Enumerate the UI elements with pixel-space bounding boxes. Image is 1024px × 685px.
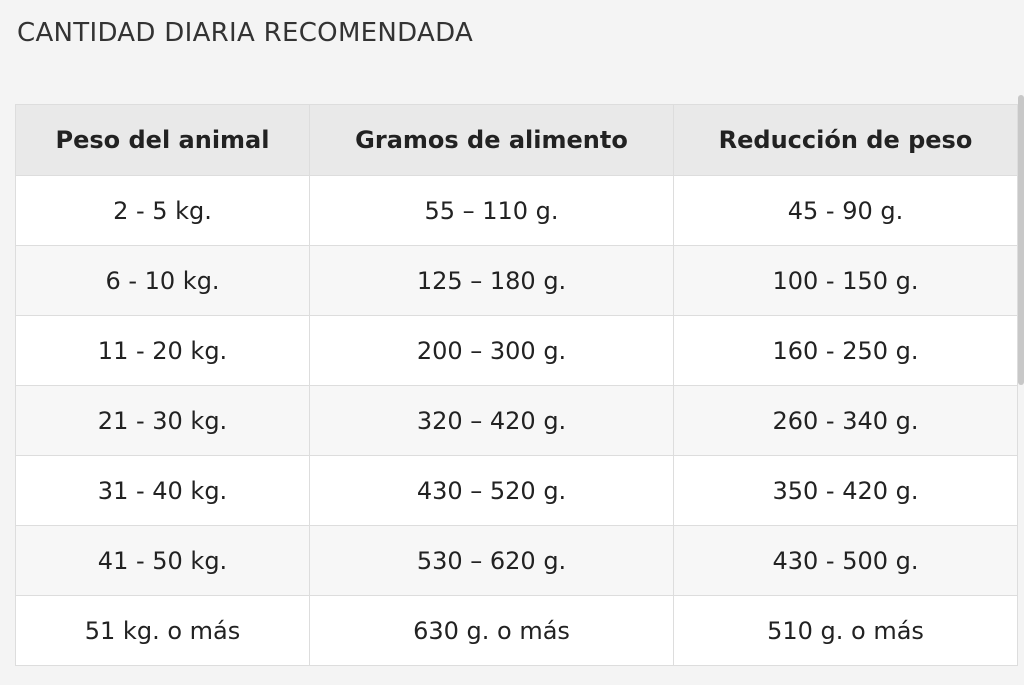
page-title: CANTIDAD DIARIA RECOMENDADA: [17, 18, 474, 48]
table-cell: 100 - 150 g.: [673, 245, 1018, 316]
table-cell: 125 – 180 g.: [309, 245, 674, 316]
table-row: 41 - 50 kg. 530 – 620 g. 430 - 500 g.: [15, 525, 1018, 596]
table-cell: 11 - 20 kg.: [15, 315, 310, 386]
header-row: Peso del animal Gramos de alimento Reducci…: [15, 104, 1018, 176]
table-cell: 45 - 90 g.: [673, 175, 1018, 246]
table-cell: 200 – 300 g.: [309, 315, 674, 386]
table-cell: 430 – 520 g.: [309, 455, 674, 526]
column-header: Reducción de peso: [673, 104, 1018, 176]
table-row: 21 - 30 kg. 320 – 420 g. 260 - 340 g.: [15, 385, 1018, 456]
table-row: 31 - 40 kg. 430 – 520 g. 350 - 420 g.: [15, 455, 1018, 526]
table-cell: 350 - 420 g.: [673, 455, 1018, 526]
table-row: 2 - 5 kg. 55 – 110 g. 45 - 90 g.: [15, 175, 1018, 246]
table-cell: 630 g. o más: [309, 595, 674, 666]
scrollbar[interactable]: [1018, 95, 1024, 385]
table-cell: 21 - 30 kg.: [15, 385, 310, 456]
table-cell: 260 - 340 g.: [673, 385, 1018, 456]
table-cell: 320 – 420 g.: [309, 385, 674, 456]
table-cell: 55 – 110 g.: [309, 175, 674, 246]
table-cell: 530 – 620 g.: [309, 525, 674, 596]
table-cell: 41 - 50 kg.: [15, 525, 310, 596]
table-cell: 160 - 250 g.: [673, 315, 1018, 386]
table-cell: 31 - 40 kg.: [15, 455, 310, 526]
column-header: Gramos de alimento: [309, 104, 674, 176]
table-row: 11 - 20 kg. 200 – 300 g. 160 - 250 g.: [15, 315, 1018, 386]
data-table: Peso del animal Gramos de alimento Reducci…: [15, 104, 1018, 666]
table-row: 6 - 10 kg. 125 – 180 g. 100 - 150 g.: [15, 245, 1018, 316]
column-header: Peso del animal: [15, 104, 310, 176]
table-cell: 51 kg. o más: [15, 595, 310, 666]
table-cell: 430 - 500 g.: [673, 525, 1018, 596]
table-cell: 510 g. o más: [673, 595, 1018, 666]
table-cell: 6 - 10 kg.: [15, 245, 310, 316]
table-row: 51 kg. o más 630 g. o más 510 g. o más: [15, 595, 1018, 666]
table-cell: 2 - 5 kg.: [15, 175, 310, 246]
